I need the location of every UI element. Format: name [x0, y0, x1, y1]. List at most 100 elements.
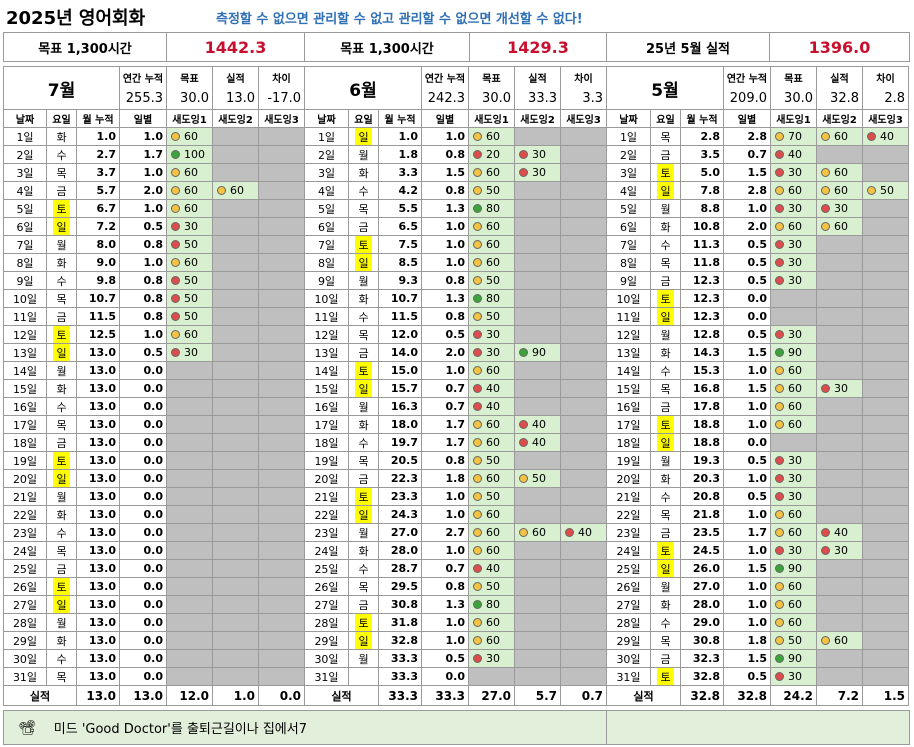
monthly-cumulative: 5.5: [379, 200, 422, 218]
monthly-cumulative: 10.8: [681, 218, 724, 236]
shadowing-cell: [863, 668, 909, 686]
shadowing-cell: 80: [469, 596, 515, 614]
shadowing-cell: [213, 200, 259, 218]
shadowing-cell: 90: [515, 344, 561, 362]
shadowing-cell: [817, 272, 863, 290]
column-header: 새도잉2: [817, 110, 863, 128]
shadowing-value: 30: [788, 238, 802, 251]
weekday: 일: [53, 344, 70, 361]
status-icon: [171, 348, 180, 357]
weekday: 월: [358, 148, 369, 162]
monthly-cumulative: 26.0: [681, 560, 724, 578]
column-header: 새도잉1: [469, 110, 515, 128]
weekday: 목: [660, 382, 671, 396]
monthly-cumulative: 13.0: [77, 614, 120, 632]
weekday-cell: 월: [651, 578, 681, 596]
shadowing-cell: [561, 416, 607, 434]
monthly-cumulative: 8.5: [379, 254, 422, 272]
weekday: 목: [358, 202, 369, 216]
weekday: 일: [355, 128, 372, 145]
weekday: 월: [358, 526, 369, 540]
weekday-cell: 토: [651, 416, 681, 434]
daily-hours: 1.0: [724, 416, 771, 434]
total-value: 5.7: [515, 686, 561, 706]
shadowing-cell: [213, 164, 259, 182]
status-icon: [867, 186, 876, 195]
shadowing-value: 60: [184, 184, 198, 197]
weekday-cell: 목: [651, 128, 681, 146]
shadowing-value: 70: [788, 130, 802, 143]
weekday: 화: [358, 166, 369, 180]
shadowing-cell: [213, 344, 259, 362]
shadowing-cell: [213, 434, 259, 452]
status-icon: [821, 186, 830, 195]
shadowing-cell: 50: [469, 308, 515, 326]
shadowing-cell: [561, 470, 607, 488]
column-header: 새도잉3: [259, 110, 305, 128]
shadowing-cell: 50: [167, 272, 213, 290]
status-icon: [775, 618, 784, 627]
status-icon: [171, 312, 180, 321]
shadowing-cell: 50: [469, 272, 515, 290]
weekday: 일: [53, 596, 70, 613]
shadowing-value: 30: [788, 472, 802, 485]
shadowing-value: 50: [486, 274, 500, 287]
shadowing-cell: [259, 236, 305, 254]
daily-hours: 2.7: [422, 524, 469, 542]
total-value: 1.0: [213, 686, 259, 706]
shadowing-cell: [817, 398, 863, 416]
shadowing-cell: 60: [469, 128, 515, 146]
weekday: 토: [53, 452, 70, 469]
weekday-cell: 일: [349, 128, 379, 146]
date-cell: 20일: [305, 470, 349, 488]
note-text: 미드 'Good Doctor'를 출퇴근길이나 집에서7: [53, 722, 307, 737]
column-header: 일별: [120, 110, 167, 128]
weekday-cell: 월: [47, 614, 77, 632]
weekday-cell: 화: [651, 218, 681, 236]
shadowing-cell: 50: [469, 182, 515, 200]
monthly-cumulative: 11.3: [681, 236, 724, 254]
status-icon: [171, 330, 180, 339]
shadowing-cell: [213, 218, 259, 236]
date-cell: 5일: [607, 200, 651, 218]
shadowing-cell: [561, 560, 607, 578]
monthly-cumulative: 24.5: [681, 542, 724, 560]
weekday: 금: [56, 184, 67, 198]
weekday-cell: 목: [651, 380, 681, 398]
status-icon: [171, 168, 180, 177]
weekday: 월: [660, 454, 671, 468]
daily-hours: 1.0: [422, 506, 469, 524]
status-icon: [473, 258, 482, 267]
daily-hours: 1.3: [422, 596, 469, 614]
weekday: 목: [56, 292, 67, 306]
daily-hours: 0.0: [120, 416, 167, 434]
shadowing-cell: [213, 632, 259, 650]
shadowing-cell: [167, 650, 213, 668]
weekday: 수: [358, 436, 369, 450]
status-icon: [821, 528, 830, 537]
weekday-cell: 목: [349, 326, 379, 344]
shadowing-cell: 30: [771, 542, 817, 560]
date-cell: 4일: [3, 182, 47, 200]
status-icon: [171, 186, 180, 195]
shadowing-value: 60: [834, 634, 848, 647]
weekday: 월: [56, 490, 67, 504]
shadowing-cell: [817, 488, 863, 506]
shadowing-cell: [863, 614, 909, 632]
daily-hours: 1.0: [422, 128, 469, 146]
weekday: 금: [660, 148, 671, 162]
shadowing-cell: 60: [817, 218, 863, 236]
shadowing-cell: [863, 146, 909, 164]
total-value: 12.0: [167, 686, 213, 706]
daily-hours: 1.5: [422, 164, 469, 182]
daily-hours: 0.0: [120, 560, 167, 578]
monthly-cumulative: 17.8: [681, 398, 724, 416]
shadowing-value: 60: [486, 220, 500, 233]
status-icon: [473, 438, 482, 447]
shadowing-cell: [515, 182, 561, 200]
monthly-cumulative: 13.0: [77, 416, 120, 434]
status-icon: [171, 276, 180, 285]
total-value: 24.2: [771, 686, 817, 706]
weekday: 월: [358, 274, 369, 288]
shadowing-value: 40: [486, 562, 500, 575]
